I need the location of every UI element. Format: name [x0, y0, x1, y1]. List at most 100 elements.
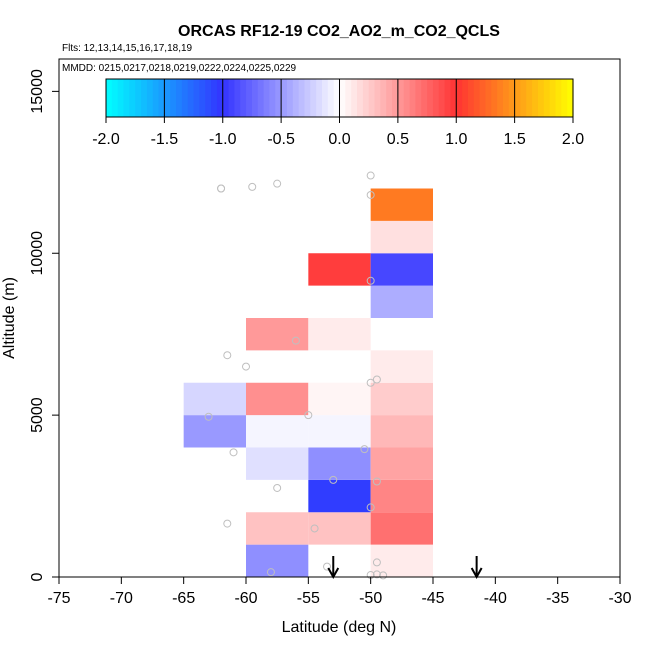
colorbar-swatch	[205, 79, 212, 117]
heatmap-cell	[308, 318, 371, 351]
heatmap-cell	[246, 382, 309, 416]
heatmap-cell	[370, 220, 433, 254]
sample-point	[242, 362, 250, 371]
colorbar-swatch	[520, 79, 527, 117]
heatmap-cell	[308, 382, 371, 416]
colorbar-swatch	[181, 79, 189, 117]
sample-point	[366, 276, 375, 285]
colorbar-swatch	[397, 79, 405, 117]
colorbar-swatch	[368, 79, 376, 117]
sample-point	[291, 336, 300, 345]
colorbar-swatch	[409, 79, 416, 117]
colorbar-swatch	[339, 79, 346, 117]
heatmap-cell	[246, 415, 309, 448]
heatmap-cell	[370, 544, 433, 577]
colorbar-swatch	[362, 79, 370, 117]
plot-frame	[58, 58, 621, 578]
colorbar-swatch	[444, 79, 452, 117]
x-tick-label: -70	[110, 590, 133, 607]
colorbar-swatch	[549, 79, 557, 117]
sample-point	[273, 179, 282, 188]
colorbar-tick-label: 1.5	[504, 131, 526, 148]
y-axis-label: Altitude (m)	[1, 277, 18, 359]
arrow-markers	[327, 556, 483, 580]
sample-point	[372, 477, 381, 486]
colorbar-swatch	[251, 79, 259, 117]
arrow-marker	[327, 556, 340, 580]
colorbar-swatch	[106, 79, 113, 117]
sample-point	[366, 190, 375, 199]
colorbar-swatch	[286, 79, 294, 117]
colorbar-swatch	[462, 79, 469, 117]
colorbar-swatch	[129, 79, 136, 117]
colorbar-swatch	[438, 79, 446, 117]
colorbar-swatch	[357, 79, 364, 117]
colorbar-swatch	[432, 79, 440, 117]
colorbar-swatch	[514, 79, 522, 117]
colorbar-tick-label: 2.0	[562, 131, 584, 148]
x-tick-label: -75	[47, 590, 70, 607]
colorbar-tick-label: 1.0	[445, 131, 467, 148]
heatmap-cell	[370, 415, 433, 448]
y-axis: 0 5000 10000 15000	[29, 69, 59, 581]
colorbar-swatch	[555, 79, 562, 117]
heatmap-cell	[308, 415, 371, 448]
colorbar-swatch	[508, 79, 516, 117]
colorbar-swatch	[415, 79, 422, 117]
colorbar-swatch	[234, 79, 241, 117]
x-tick-label: -50	[359, 590, 382, 607]
colorbar-swatch	[327, 79, 335, 117]
x-tick-label: -60	[234, 590, 257, 607]
colorbar-swatch	[135, 79, 142, 117]
heatmap-cell	[308, 253, 371, 286]
colorbar-swatch	[386, 79, 393, 117]
colorbar-swatch	[310, 79, 317, 117]
colorbar-swatch	[281, 79, 288, 117]
colorbar-gradient	[106, 79, 574, 117]
heatmap-cell	[183, 382, 246, 416]
sample-point	[372, 558, 381, 567]
flights-note: Flts: 12,13,14,15,16,17,18,19	[62, 43, 193, 54]
x-axis-label: Latitude (deg N)	[282, 619, 397, 636]
colorbar-swatch	[117, 79, 125, 117]
colorbar-swatch	[292, 79, 300, 117]
chart-title: ORCAS RF12-19 CO2_AO2_m_CO2_QCLS	[178, 23, 500, 40]
y-tick-label: 15000	[29, 69, 46, 114]
colorbar-tick-label: 0.5	[387, 131, 409, 148]
heatmap-cell	[370, 512, 433, 545]
colorbar-swatch	[561, 79, 568, 117]
colorbar-swatch	[321, 79, 329, 117]
colorbar-swatch	[333, 79, 341, 117]
colorbar-swatch	[345, 79, 352, 117]
colorbar-swatch	[158, 79, 165, 117]
colorbar-swatch	[176, 79, 183, 117]
heatmap-cell	[308, 512, 371, 545]
colorbar-swatch	[450, 79, 457, 117]
colorbar-swatch	[473, 79, 481, 117]
colorbar-swatch	[421, 79, 428, 117]
x-tick-label: -55	[297, 590, 320, 607]
colorbar-swatch	[479, 79, 487, 117]
sample-point	[223, 351, 232, 360]
sample-point	[360, 445, 369, 454]
sample-point	[323, 562, 332, 571]
colorbar-tick-label: 0.0	[328, 131, 350, 148]
colorbar-swatch	[263, 79, 271, 117]
heatmap-cell	[246, 447, 309, 480]
colorbar-swatch	[240, 79, 247, 117]
sample-point	[248, 182, 257, 191]
sample-point	[372, 570, 381, 579]
colorbar-swatch	[374, 79, 381, 117]
colorbar-swatch	[211, 79, 218, 117]
colorbar-swatch	[199, 79, 206, 117]
sample-points	[204, 171, 388, 580]
colorbar-tick-label: -0.5	[267, 131, 295, 148]
colorbar-swatch	[304, 79, 311, 117]
sample-point	[266, 568, 275, 577]
sample-point	[372, 375, 381, 384]
sample-point	[310, 524, 319, 533]
x-tick-label: -30	[608, 590, 631, 607]
colorbar-swatch	[526, 79, 533, 117]
colorbar-swatch	[543, 79, 551, 117]
colorbar-swatch	[298, 79, 306, 117]
